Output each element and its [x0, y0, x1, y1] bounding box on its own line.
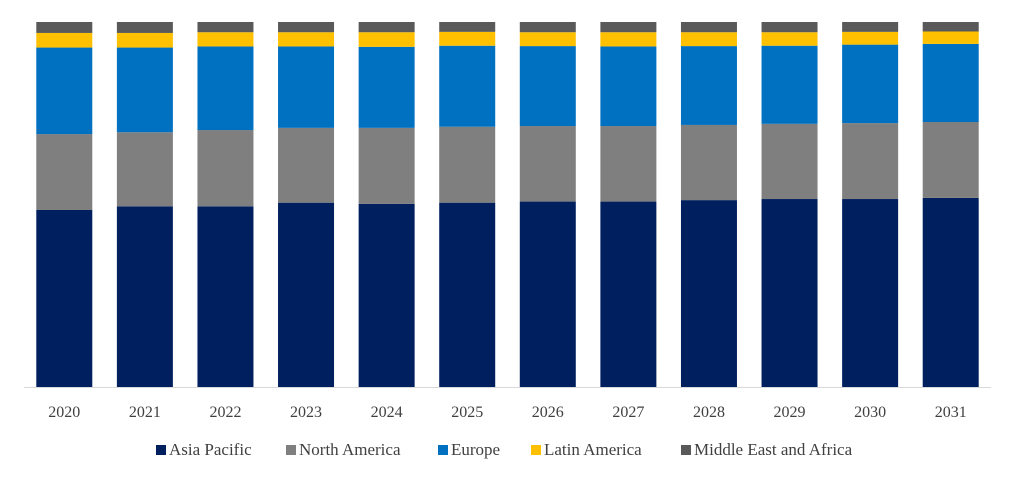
bar-segment-2026-latin-america — [519, 32, 576, 47]
legend-label: Europe — [451, 440, 500, 459]
bar-segment-2030-north-america — [842, 123, 899, 200]
legend-swatch — [681, 445, 691, 455]
legend-label: North America — [299, 440, 401, 459]
bar-segment-2026-europe — [519, 46, 576, 127]
legend: Asia Pacific North America Europe Latin Ame… — [156, 440, 853, 459]
x-tick-label: 2024 — [371, 404, 403, 421]
bar-segment-2027-middle-east-and-africa — [600, 22, 657, 33]
legend-item-north-america: North America — [286, 440, 401, 459]
legend-label: Middle East and Africa — [694, 440, 853, 459]
bar-segment-2023-north-america — [278, 127, 335, 203]
x-tick-label: 2030 — [854, 404, 886, 421]
bar-segment-2023-middle-east-and-africa — [278, 22, 335, 33]
x-tick-labels: 2020 2021 2022 2023 2024 2025 2026 2027 2028 2029… — [48, 404, 966, 421]
bar-segment-2022-middle-east-and-africa — [197, 22, 254, 33]
legend-item-asia-pacific: Asia Pacific — [156, 440, 252, 459]
bar-segment-2028-middle-east-and-africa — [680, 22, 737, 33]
x-tick-label: 2020 — [48, 404, 80, 421]
bar-segment-2025-latin-america — [439, 31, 496, 46]
bar-segment-2024-latin-america — [358, 32, 415, 47]
bar-segment-2021-asia-pacific — [116, 206, 173, 387]
bar-segment-2025-north-america — [439, 126, 496, 203]
bar-segment-2024-north-america — [358, 127, 415, 204]
bar-segment-2027-north-america — [600, 126, 657, 202]
bar-segment-2020-middle-east-and-africa — [36, 22, 93, 33]
x-tick-label: 2028 — [693, 404, 725, 421]
bars-layer — [36, 22, 979, 387]
bar-segment-2026-middle-east-and-africa — [519, 22, 576, 33]
legend-item-middle-east-and-africa: Middle East and Africa — [681, 440, 853, 459]
bar-segment-2023-latin-america — [278, 32, 335, 47]
bar-segment-2025-asia-pacific — [439, 202, 496, 387]
legend-swatch — [156, 445, 166, 455]
bar-segment-2022-north-america — [197, 130, 254, 207]
bar-segment-2023-asia-pacific — [278, 202, 335, 387]
bar-segment-2031-europe — [922, 43, 979, 123]
x-tick-label: 2029 — [774, 404, 806, 421]
bar-segment-2029-europe — [761, 45, 818, 124]
bar-segment-2028-latin-america — [680, 32, 737, 47]
legend-swatch — [286, 445, 296, 455]
bar-segment-2030-asia-pacific — [842, 199, 899, 387]
bar-segment-2021-north-america — [116, 132, 173, 207]
bar-segment-2029-latin-america — [761, 32, 818, 46]
legend-item-latin-america: Latin America — [531, 440, 642, 459]
x-tick-label: 2026 — [532, 404, 564, 421]
bar-segment-2025-europe — [439, 45, 496, 127]
bar-segment-2026-asia-pacific — [519, 201, 576, 387]
bar-segment-2020-latin-america — [36, 32, 93, 48]
bar-segment-2031-latin-america — [922, 31, 979, 44]
bar-segment-2020-europe — [36, 47, 93, 135]
bar-segment-2030-latin-america — [842, 31, 899, 45]
x-tick-label: 2027 — [612, 404, 644, 421]
bar-segment-2028-europe — [680, 46, 737, 125]
legend-swatch — [438, 445, 448, 455]
bar-segment-2020-north-america — [36, 134, 93, 210]
x-tick-label: 2025 — [451, 404, 483, 421]
bar-segment-2027-latin-america — [600, 32, 657, 47]
bar-segment-2021-europe — [116, 47, 173, 133]
bar-segment-2021-middle-east-and-africa — [116, 22, 173, 33]
bar-segment-2022-europe — [197, 46, 254, 131]
bar-segment-2031-middle-east-and-africa — [922, 22, 979, 32]
bar-segment-2020-asia-pacific — [36, 209, 93, 387]
bar-segment-2024-middle-east-and-africa — [358, 22, 415, 33]
bar-segment-2028-asia-pacific — [680, 200, 737, 387]
legend-label: Latin America — [544, 440, 642, 459]
x-tick-label: 2031 — [935, 404, 967, 421]
bar-segment-2029-middle-east-and-africa — [761, 22, 818, 33]
bar-segment-2030-middle-east-and-africa — [842, 22, 899, 32]
bar-segment-2027-asia-pacific — [600, 201, 657, 387]
bar-segment-2029-north-america — [761, 123, 818, 200]
x-tick-label: 2023 — [290, 404, 322, 421]
bar-segment-2022-asia-pacific — [197, 206, 254, 387]
bar-segment-2023-europe — [278, 46, 335, 128]
bar-segment-2021-latin-america — [116, 32, 173, 48]
bar-segment-2030-europe — [842, 44, 899, 124]
x-tick-label: 2021 — [129, 404, 161, 421]
bar-segment-2027-europe — [600, 46, 657, 127]
x-tick-label: 2022 — [209, 404, 241, 421]
bar-segment-2022-latin-america — [197, 32, 254, 47]
bar-segment-2025-middle-east-and-africa — [439, 22, 496, 32]
legend-item-europe: Europe — [438, 440, 500, 459]
bar-segment-2024-asia-pacific — [358, 203, 415, 387]
bar-segment-2026-north-america — [519, 126, 576, 202]
bar-segment-2031-north-america — [922, 122, 979, 198]
bar-segment-2024-europe — [358, 46, 415, 128]
legend-swatch — [531, 445, 541, 455]
bar-segment-2029-asia-pacific — [761, 199, 818, 387]
legend-label: Asia Pacific — [169, 440, 252, 459]
bar-segment-2031-asia-pacific — [922, 197, 979, 387]
bar-segment-2028-north-america — [680, 124, 737, 201]
